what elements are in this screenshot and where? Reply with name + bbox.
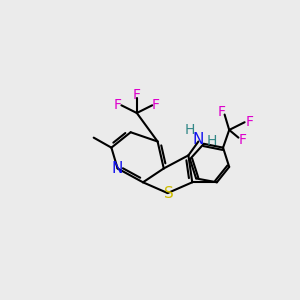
Text: F: F [245,115,253,129]
Text: N: N [111,161,122,176]
Text: F: F [114,98,122,112]
Text: F: F [218,105,226,119]
Text: F: F [152,98,160,112]
Text: F: F [133,88,141,101]
Text: S: S [164,186,173,201]
Text: H: H [206,134,217,148]
Text: H: H [185,123,195,137]
Text: N: N [193,133,204,148]
Text: F: F [238,133,246,147]
